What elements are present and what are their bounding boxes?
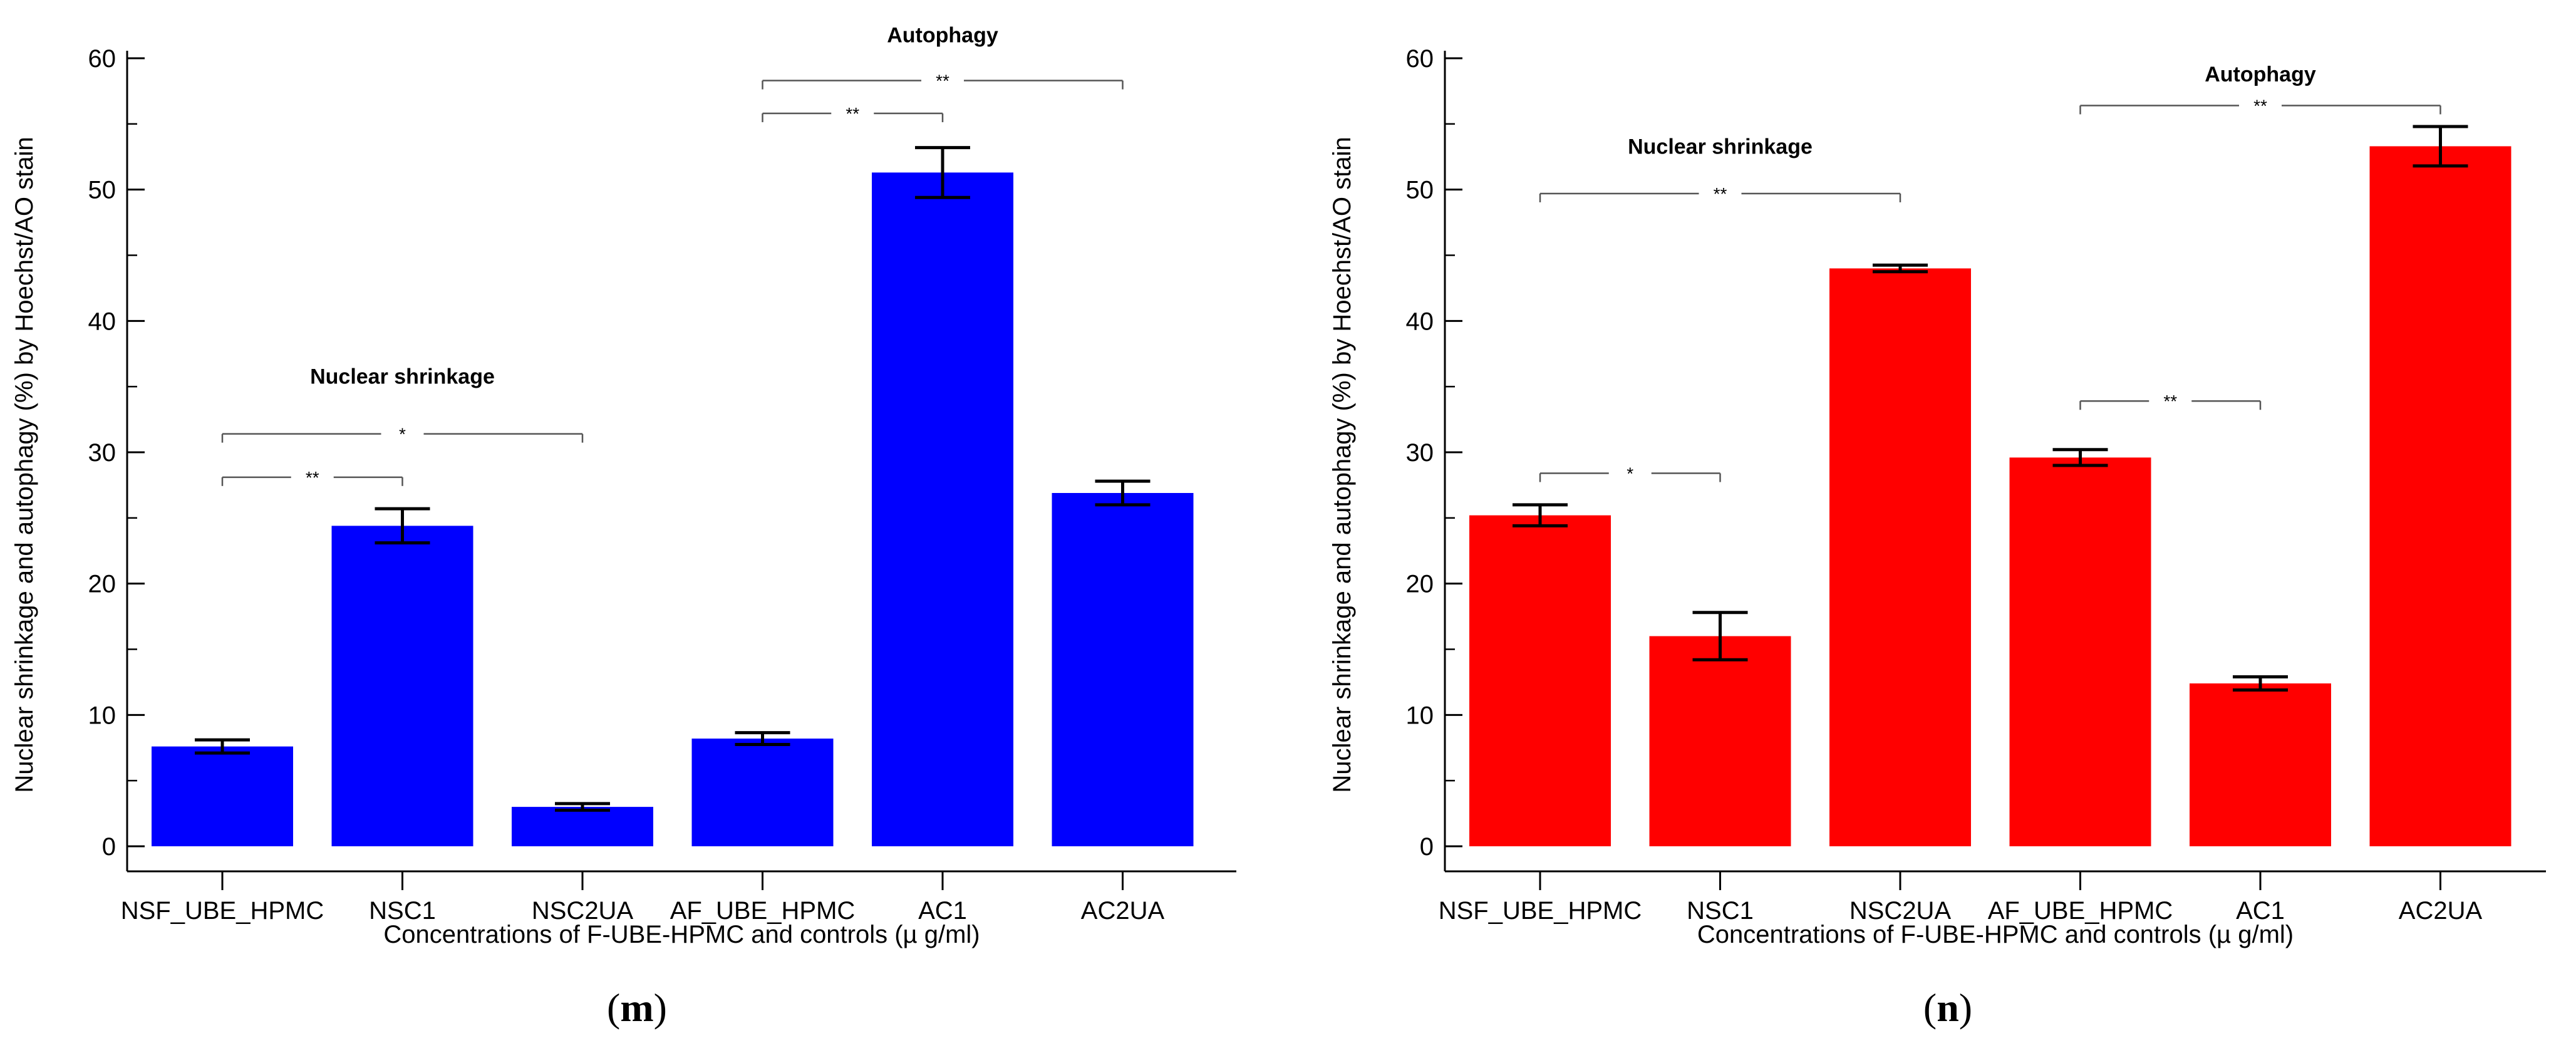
bar-nsc1 bbox=[331, 526, 473, 846]
chart-panel-n: 0 10 20 30 40 50 60 NSF_UBE_HPMC NSC1 NSC2UA AF_UB… bbox=[1328, 45, 2546, 1030]
category-label: AC1 bbox=[918, 897, 967, 925]
y-tick-label: 20 bbox=[1406, 571, 1434, 598]
y-tick-label: 50 bbox=[1406, 177, 1434, 204]
y-tick-label: 10 bbox=[1406, 702, 1434, 729]
bar-nsc2ua bbox=[512, 807, 653, 846]
bar-nsf-ube-hpmc bbox=[152, 746, 293, 846]
y-tick-label: 30 bbox=[88, 439, 116, 467]
category-label: NSF_UBE_HPMC bbox=[121, 897, 324, 925]
panel-label-open: ( bbox=[607, 985, 620, 1030]
y-tick-label: 0 bbox=[1420, 833, 1434, 861]
y-tick-label: 0 bbox=[102, 833, 116, 861]
category-label: NSC2UA bbox=[532, 897, 634, 925]
annotation-nuclear-shrinkage: Nuclear shrinkage bbox=[310, 365, 495, 388]
significance-mark: * bbox=[1627, 464, 1633, 484]
panel-label-open: ( bbox=[1923, 985, 1937, 1030]
chart-panel-m: 0 10 20 30 40 50 60 NSF_UBE_HPMC NSC1 NSC2UA AF_UB… bbox=[11, 23, 1236, 1030]
panel-label-close: ) bbox=[654, 985, 667, 1030]
annotation-autophagy: Autophagy bbox=[887, 23, 998, 47]
category-label: AC2UA bbox=[2399, 897, 2483, 925]
y-tick-label: 40 bbox=[88, 308, 116, 335]
significance-mark: ** bbox=[306, 468, 319, 487]
panel-label: (m) bbox=[607, 985, 667, 1030]
y-tick-label: 10 bbox=[88, 702, 116, 729]
panel-label: (n) bbox=[1923, 985, 1972, 1030]
bar-ac1 bbox=[2190, 683, 2331, 846]
bar-nsc1 bbox=[1649, 636, 1791, 846]
y-axis-title: Nuclear shrinkage and autophagy (%) by H… bbox=[11, 137, 38, 792]
x-axis-title: Concentrations of F-UBE-HPMC and control… bbox=[1697, 921, 2294, 948]
bar-nsc2ua bbox=[1829, 268, 1971, 846]
bar-af-ube-hpmc bbox=[2009, 457, 2151, 846]
significance-mark: * bbox=[399, 425, 406, 444]
category-label: AF_UBE_HPMC bbox=[1988, 897, 2173, 925]
panel-label-close: ) bbox=[1959, 985, 1972, 1030]
bar-nsf-ube-hpmc bbox=[1469, 515, 1611, 846]
category-label: AC2UA bbox=[1081, 897, 1165, 925]
category-label: NSF_UBE_HPMC bbox=[1439, 897, 1642, 925]
y-tick-label: 40 bbox=[1406, 308, 1434, 335]
significance-mark: ** bbox=[846, 104, 859, 123]
y-tick-label: 20 bbox=[88, 571, 116, 598]
annotation-nuclear-shrinkage: Nuclear shrinkage bbox=[1628, 135, 1813, 158]
y-tick-label: 60 bbox=[88, 45, 116, 73]
bar-ac2ua bbox=[2369, 146, 2511, 846]
y-tick-label: 50 bbox=[88, 177, 116, 204]
category-label: AC1 bbox=[2236, 897, 2285, 925]
x-axis-title: Concentrations of F-UBE-HPMC and control… bbox=[383, 921, 980, 948]
bar-ac1 bbox=[872, 172, 1013, 846]
category-label: NSC2UA bbox=[1849, 897, 1952, 925]
significance-mark: ** bbox=[1714, 184, 1727, 204]
annotation-autophagy: Autophagy bbox=[2205, 63, 2316, 86]
bar-ac2ua bbox=[1052, 492, 1194, 846]
category-label: AF_UBE_HPMC bbox=[670, 897, 856, 925]
panel-label-letter: n bbox=[1937, 985, 1959, 1030]
y-tick-label: 30 bbox=[1406, 439, 1434, 467]
significance-mark: ** bbox=[936, 71, 949, 91]
significance-mark: ** bbox=[2253, 96, 2267, 115]
category-label: NSC1 bbox=[369, 897, 436, 925]
panel-label-letter: m bbox=[620, 985, 653, 1030]
significance-mark: ** bbox=[2163, 392, 2177, 411]
y-axis-title: Nuclear shrinkage and autophagy (%) by H… bbox=[1328, 137, 1356, 792]
bar-af-ube-hpmc bbox=[691, 739, 834, 846]
y-tick-label: 60 bbox=[1406, 45, 1434, 73]
category-label: NSC1 bbox=[1687, 897, 1754, 925]
